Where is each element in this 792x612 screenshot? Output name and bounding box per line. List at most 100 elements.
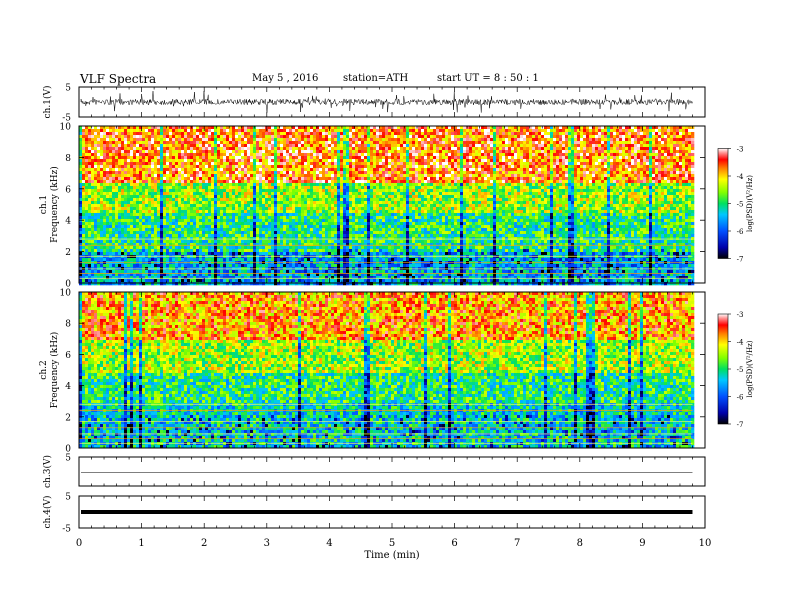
spectrogram-cell [103,165,106,168]
spectrogram-cell [130,186,133,189]
spectrogram-cell [88,258,91,261]
spectrogram-cell [148,147,151,150]
spectrogram-cell [88,210,91,213]
spectrogram-cell [88,138,91,141]
spectrogram-cell [166,132,169,135]
spectrogram-cell [148,168,151,171]
spectrogram-cell [175,171,178,174]
spectrogram-cell [142,153,145,156]
spectrogram-cell [88,183,91,186]
spectrogram-cell [151,189,154,192]
spectrogram-cell [106,246,109,249]
spectrogram-cell [97,231,100,234]
spectrogram-cell [151,165,154,168]
spectrogram-cell [133,249,136,252]
spectrogram-cell [127,177,130,180]
spectrogram-cell [127,159,130,162]
spectrogram-cell [118,156,121,159]
spectrogram-cell [124,189,127,192]
spectrogram-cell [109,219,112,222]
spectrogram-cell [157,231,160,234]
spectrogram-cell [154,189,157,192]
spectrogram-cell [112,144,115,147]
spectrogram-cell [94,246,97,249]
spectrogram-cell [97,177,100,180]
spectrogram-cell [130,249,133,252]
spectrogram-cell [142,138,145,141]
spectrogram-cell [112,192,115,195]
spectrogram-cell [112,213,115,216]
spectrogram-cell [166,225,169,228]
spectrogram-cell [100,210,103,213]
spectrogram-cell [118,141,121,144]
spectrogram-cell [136,282,139,285]
spectrogram-cell [88,222,91,225]
spectrogram-cell [106,231,109,234]
spectrogram-cell [151,135,154,138]
spectrogram-cell [118,216,121,219]
spectrogram-cell [94,195,97,198]
spectrogram-cell [163,195,166,198]
spectrogram-cell [142,207,145,210]
spectrogram-cell [151,180,154,183]
spectrogram-cell [100,204,103,207]
spectrogram-cell [94,141,97,144]
spectrogram-cell [97,252,100,255]
spectrogram-cell [115,180,118,183]
spectrogram-cell [85,201,88,204]
spectrogram-cell [169,201,172,204]
spectrogram-cell [121,183,124,186]
spectrogram-cell [88,204,91,207]
spectrogram-cell [97,225,100,228]
spectrogram-cell [88,180,91,183]
spectrogram-cell [112,270,115,273]
spectrogram-cell [133,252,136,255]
spectrogram-cell [85,168,88,171]
spectrogram-cell [124,162,127,165]
spectrogram-cell [130,264,133,267]
spectrogram-cell [142,186,145,189]
spectrogram-cell [100,228,103,231]
spectrogram-cell [175,246,178,249]
spectrogram-cell [142,141,145,144]
spectrogram-cell [106,186,109,189]
spectrogram-cell [142,168,145,171]
spectrogram-cell [130,216,133,219]
spectrogram-cell [100,183,103,186]
spectrogram-cell [169,189,172,192]
spectrogram-cell [82,144,85,147]
spectrogram-cell [100,153,103,156]
spectrogram-cell [130,171,133,174]
spectrogram-cell [97,276,100,279]
spectrogram-cell [91,138,94,141]
spectrogram-cell [163,219,166,222]
spectrogram-cell [97,246,100,249]
spectrogram-cell [115,204,118,207]
spectrogram-cell [106,207,109,210]
spectrogram-cell [172,276,175,279]
spectrogram-cell [160,135,163,138]
spectrogram-cell [124,144,127,147]
spectrogram-cell [85,138,88,141]
spectrogram-cell [109,141,112,144]
spectrogram-cell [82,252,85,255]
spectrogram-cell [136,144,139,147]
spectrogram-cell [82,276,85,279]
spectrogram-cell [106,132,109,135]
spectrogram-cell [88,147,91,150]
spectrogram-cell [97,180,100,183]
spectrogram-cell [130,165,133,168]
spectrogram-cell [169,216,172,219]
spectrogram-cell [124,198,127,201]
spectrogram-cell [121,270,124,273]
spectrogram-cell [172,147,175,150]
spectrogram-cell [112,210,115,213]
spectrogram-cell [121,249,124,252]
spectrogram-cell [112,162,115,165]
spectrogram-cell [133,174,136,177]
spectrogram-cell [127,234,130,237]
spectrogram-cell [97,216,100,219]
spectrogram-cell [100,201,103,204]
spectrogram-cell [133,153,136,156]
spectrogram-cell [103,234,106,237]
